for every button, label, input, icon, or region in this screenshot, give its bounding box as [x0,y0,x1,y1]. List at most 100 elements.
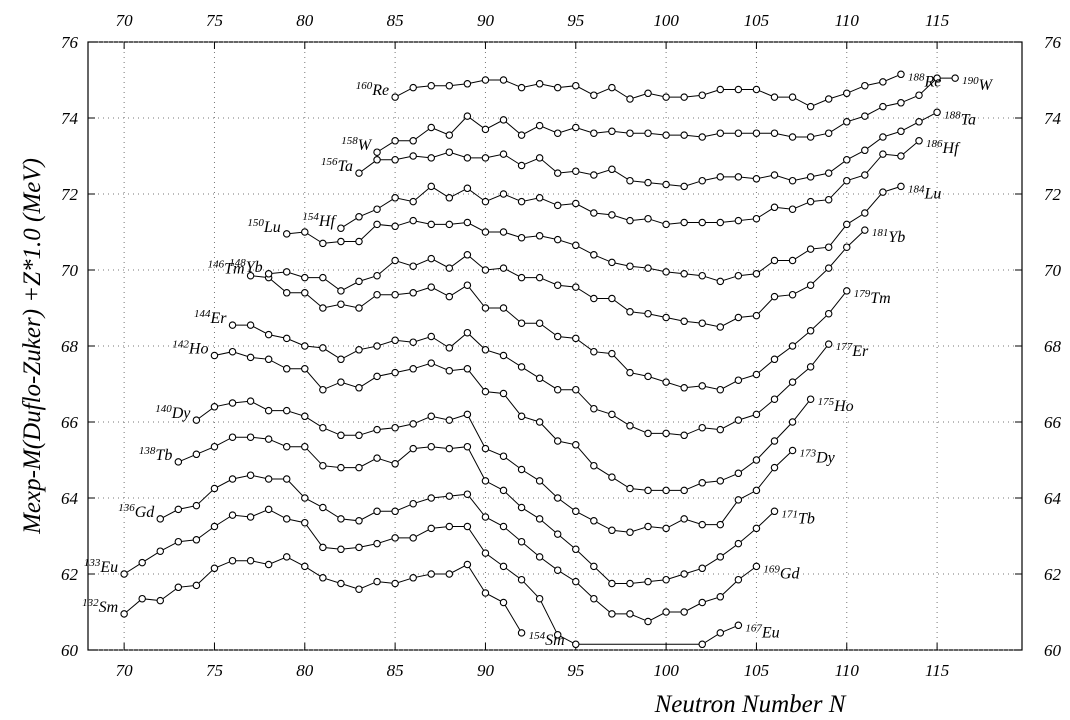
data-point [264,560,273,569]
element-symbol: Tm [870,290,890,307]
data-point [824,169,833,177]
data-point [644,309,652,318]
data-point [843,156,851,164]
data-point [680,270,688,278]
data-point [192,416,201,424]
data-point [409,574,417,582]
data-point [680,93,688,101]
series-line [358,111,938,187]
data-point [264,435,273,443]
data-point [662,180,670,189]
data-point [445,366,454,375]
data-point [301,289,309,297]
data-point [824,195,833,204]
data-point [734,376,743,384]
data-point [427,182,435,191]
data-point [463,490,472,498]
data-point [626,484,634,493]
data-point [716,385,725,394]
y-tick-label: 76 [61,33,79,52]
data-point [861,112,869,120]
y-tick-label-right: 64 [1044,489,1062,508]
data-point [481,197,490,206]
data-point [734,173,743,181]
data-point [680,218,688,227]
element-symbol: Ho [833,398,854,415]
data-point [553,437,562,445]
data-point [427,332,435,341]
data-point [590,347,598,356]
data-point [535,121,544,130]
data-point [481,444,490,453]
data-point [626,216,634,225]
data-point [445,492,454,500]
data-point [337,378,345,386]
data-point [915,137,923,145]
data-point [662,524,670,533]
data-point [734,416,743,424]
data-point [120,570,128,578]
mass-number: 186 [926,138,943,150]
start-label: 158W [341,135,373,154]
y-tick-label: 66 [61,413,79,432]
start-label: 140Dy [155,403,191,422]
data-point [716,553,725,561]
data-point [427,524,435,533]
x-tick-label-top: 75 [206,11,223,30]
data-point [770,395,779,403]
data-point [210,564,219,573]
element-symbol: Ta [961,111,976,128]
element-symbol: Dy [815,450,836,467]
data-point [626,610,634,618]
data-point [590,461,598,470]
data-point [788,256,797,265]
mass-number: 188 [908,71,925,83]
data-point [517,83,526,92]
data-point [481,346,490,354]
start-label: 160Re [356,80,389,99]
data-point [156,547,165,555]
data-point [174,583,183,592]
mass-number: 175 [818,396,835,408]
mass-number: 144 [194,308,211,320]
data-point [463,560,472,569]
data-point [391,534,399,542]
data-point [319,273,327,282]
data-point [355,237,363,246]
data-point [517,197,526,206]
data-point [319,304,327,312]
mass-number: 190 [962,75,979,87]
element-symbol: W [979,77,994,94]
data-point [824,243,833,251]
element-symbol: Dy [171,405,192,422]
end-label: 181Yb [872,227,905,246]
start-label: 133Eu [84,557,118,576]
data-point [517,161,526,170]
data-point [806,173,815,181]
data-point [535,273,544,282]
data-point [156,515,165,523]
start-label: 154Hf [302,211,337,230]
data-point [499,562,508,571]
element-symbol: Eu [99,559,118,576]
data-point [391,194,399,202]
data-point [788,205,797,213]
data-point [445,416,454,424]
data-point [192,450,201,459]
element-symbol: Gd [135,504,156,521]
data-point [138,594,146,603]
data-point [572,241,580,250]
data-point [553,332,562,341]
data-point [897,127,905,136]
x-tick-label-top: 105 [744,11,770,30]
data-point [228,556,237,565]
data-point [535,80,544,88]
data-point [861,171,869,179]
data-point [282,365,291,373]
data-point [355,304,363,312]
data-point [301,562,309,571]
data-point [770,437,779,445]
element-symbol: W [358,137,373,154]
data-point [282,334,291,343]
data-point [752,562,761,571]
